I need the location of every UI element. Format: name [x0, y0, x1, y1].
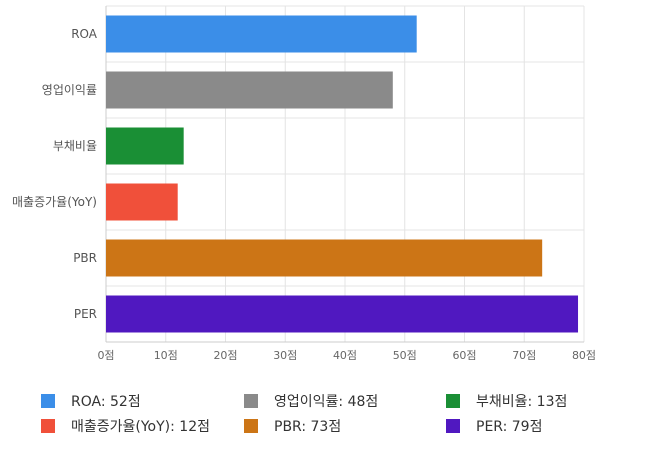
x-tick-label: 20점	[213, 349, 237, 362]
legend-label: PBR: 73점	[274, 419, 342, 435]
x-tick-label: 0점	[97, 349, 114, 362]
category-label: 매출증가율(YoY)	[12, 195, 97, 209]
bar[interactable]	[106, 127, 184, 165]
legend-swatch	[41, 419, 55, 433]
bar[interactable]	[106, 295, 579, 333]
category-label: ROA	[71, 27, 98, 41]
legend-item-roa[interactable]: ROA: 52점	[41, 391, 141, 411]
legend-swatch	[41, 394, 55, 408]
bar[interactable]	[106, 239, 543, 277]
x-tick-label: 40점	[333, 349, 357, 362]
category-label: PBR	[73, 251, 97, 265]
x-tick-label: 50점	[393, 349, 417, 362]
legend-item-debt-ratio[interactable]: 부채비율: 13점	[446, 391, 567, 411]
legend-label: 매출증가율(YoY): 12점	[71, 419, 210, 435]
legend-item-operating-margin[interactable]: 영업이익률: 48점	[244, 391, 378, 411]
legend-swatch	[446, 394, 460, 408]
x-tick-label: 60점	[452, 349, 476, 362]
legend-swatch	[244, 394, 258, 408]
grid-lines	[105, 5, 585, 343]
bar[interactable]	[106, 183, 178, 221]
legend-item-pbr[interactable]: PBR: 73점	[244, 416, 341, 436]
bars	[106, 15, 579, 333]
legend-label: PER: 79점	[476, 419, 543, 435]
category-label: 영업이익률	[42, 83, 97, 97]
x-tick-label: 70점	[512, 349, 536, 362]
legend-label: 부채비율: 13점	[476, 394, 568, 410]
bar[interactable]	[106, 71, 393, 109]
legend-label: ROA: 52점	[71, 394, 141, 410]
legend-item-per[interactable]: PER: 79점	[446, 416, 542, 436]
legend-swatch	[244, 419, 258, 433]
legend-label: 영업이익률: 48점	[274, 394, 379, 410]
legend-item-revenue-growth[interactable]: 매출증가율(YoY): 12점	[41, 416, 210, 436]
x-tick-label: 10점	[154, 349, 178, 362]
x-tick-label: 80점	[572, 349, 596, 362]
legend-swatch	[446, 419, 460, 433]
x-tick-label: 30점	[273, 349, 297, 362]
category-label: PER	[74, 307, 97, 321]
tick-labels: 0점 10점 20점 30점 40점 50점 60점 70점 80점	[97, 349, 596, 362]
category-label: 부채비율	[53, 139, 97, 153]
bar[interactable]	[106, 15, 417, 53]
